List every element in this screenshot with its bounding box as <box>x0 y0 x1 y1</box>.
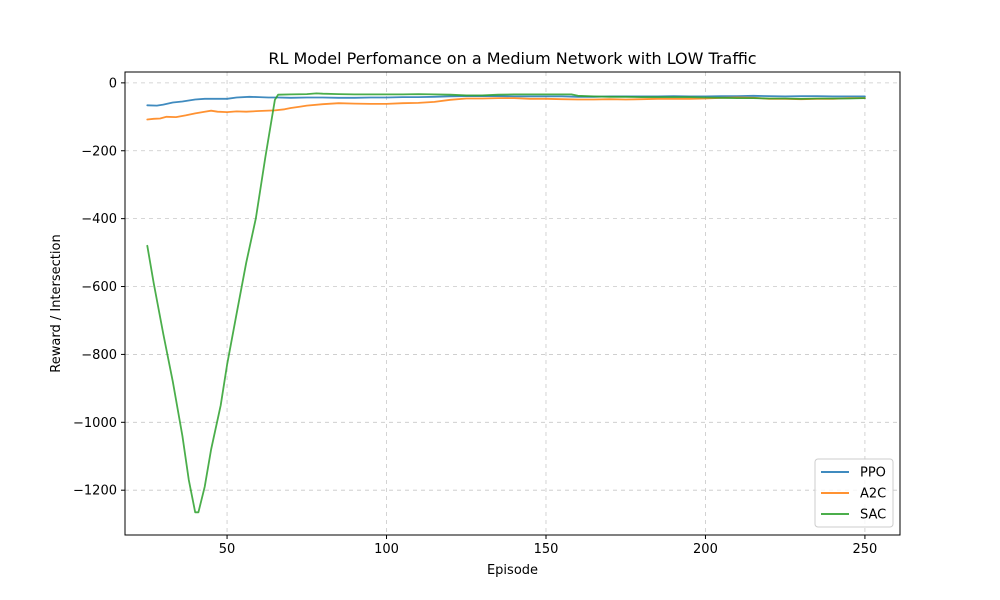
y-tick-label: −200 <box>81 144 117 159</box>
x-axis-title: Episode <box>487 563 538 578</box>
legend-label-sac: SAC <box>860 508 886 523</box>
x-tick-label: 250 <box>853 542 878 557</box>
y-tick-label: −800 <box>81 348 117 363</box>
legend-label-a2c: A2C <box>860 487 886 502</box>
legend-label-ppo: PPO <box>860 466 886 481</box>
chart-title: RL Model Perfomance on a Medium Network … <box>268 49 756 68</box>
legend-box <box>814 458 894 528</box>
grid <box>125 72 900 535</box>
y-tick-label: −600 <box>81 280 117 295</box>
y-tick-label: −400 <box>81 212 117 227</box>
x-tick-label: 50 <box>219 542 236 557</box>
series-group <box>146 92 866 514</box>
y-tick-label: −1000 <box>73 416 117 431</box>
legend: PPO A2C SAC <box>814 458 894 528</box>
y-tick-label: 0 <box>109 76 117 91</box>
x-tick-label: 150 <box>534 542 559 557</box>
series-line-sac <box>146 92 866 514</box>
plot-frame <box>124 71 901 536</box>
x-tick-label: 200 <box>693 542 718 557</box>
axis-ticks: 50 100 150 200 250 0 −200 −400 −600 −800 −1000 −120… <box>73 76 877 557</box>
y-tick-label: −1200 <box>73 484 117 499</box>
y-axis-title: Reward / Intersection <box>49 234 64 372</box>
x-tick-label: 100 <box>374 542 399 557</box>
